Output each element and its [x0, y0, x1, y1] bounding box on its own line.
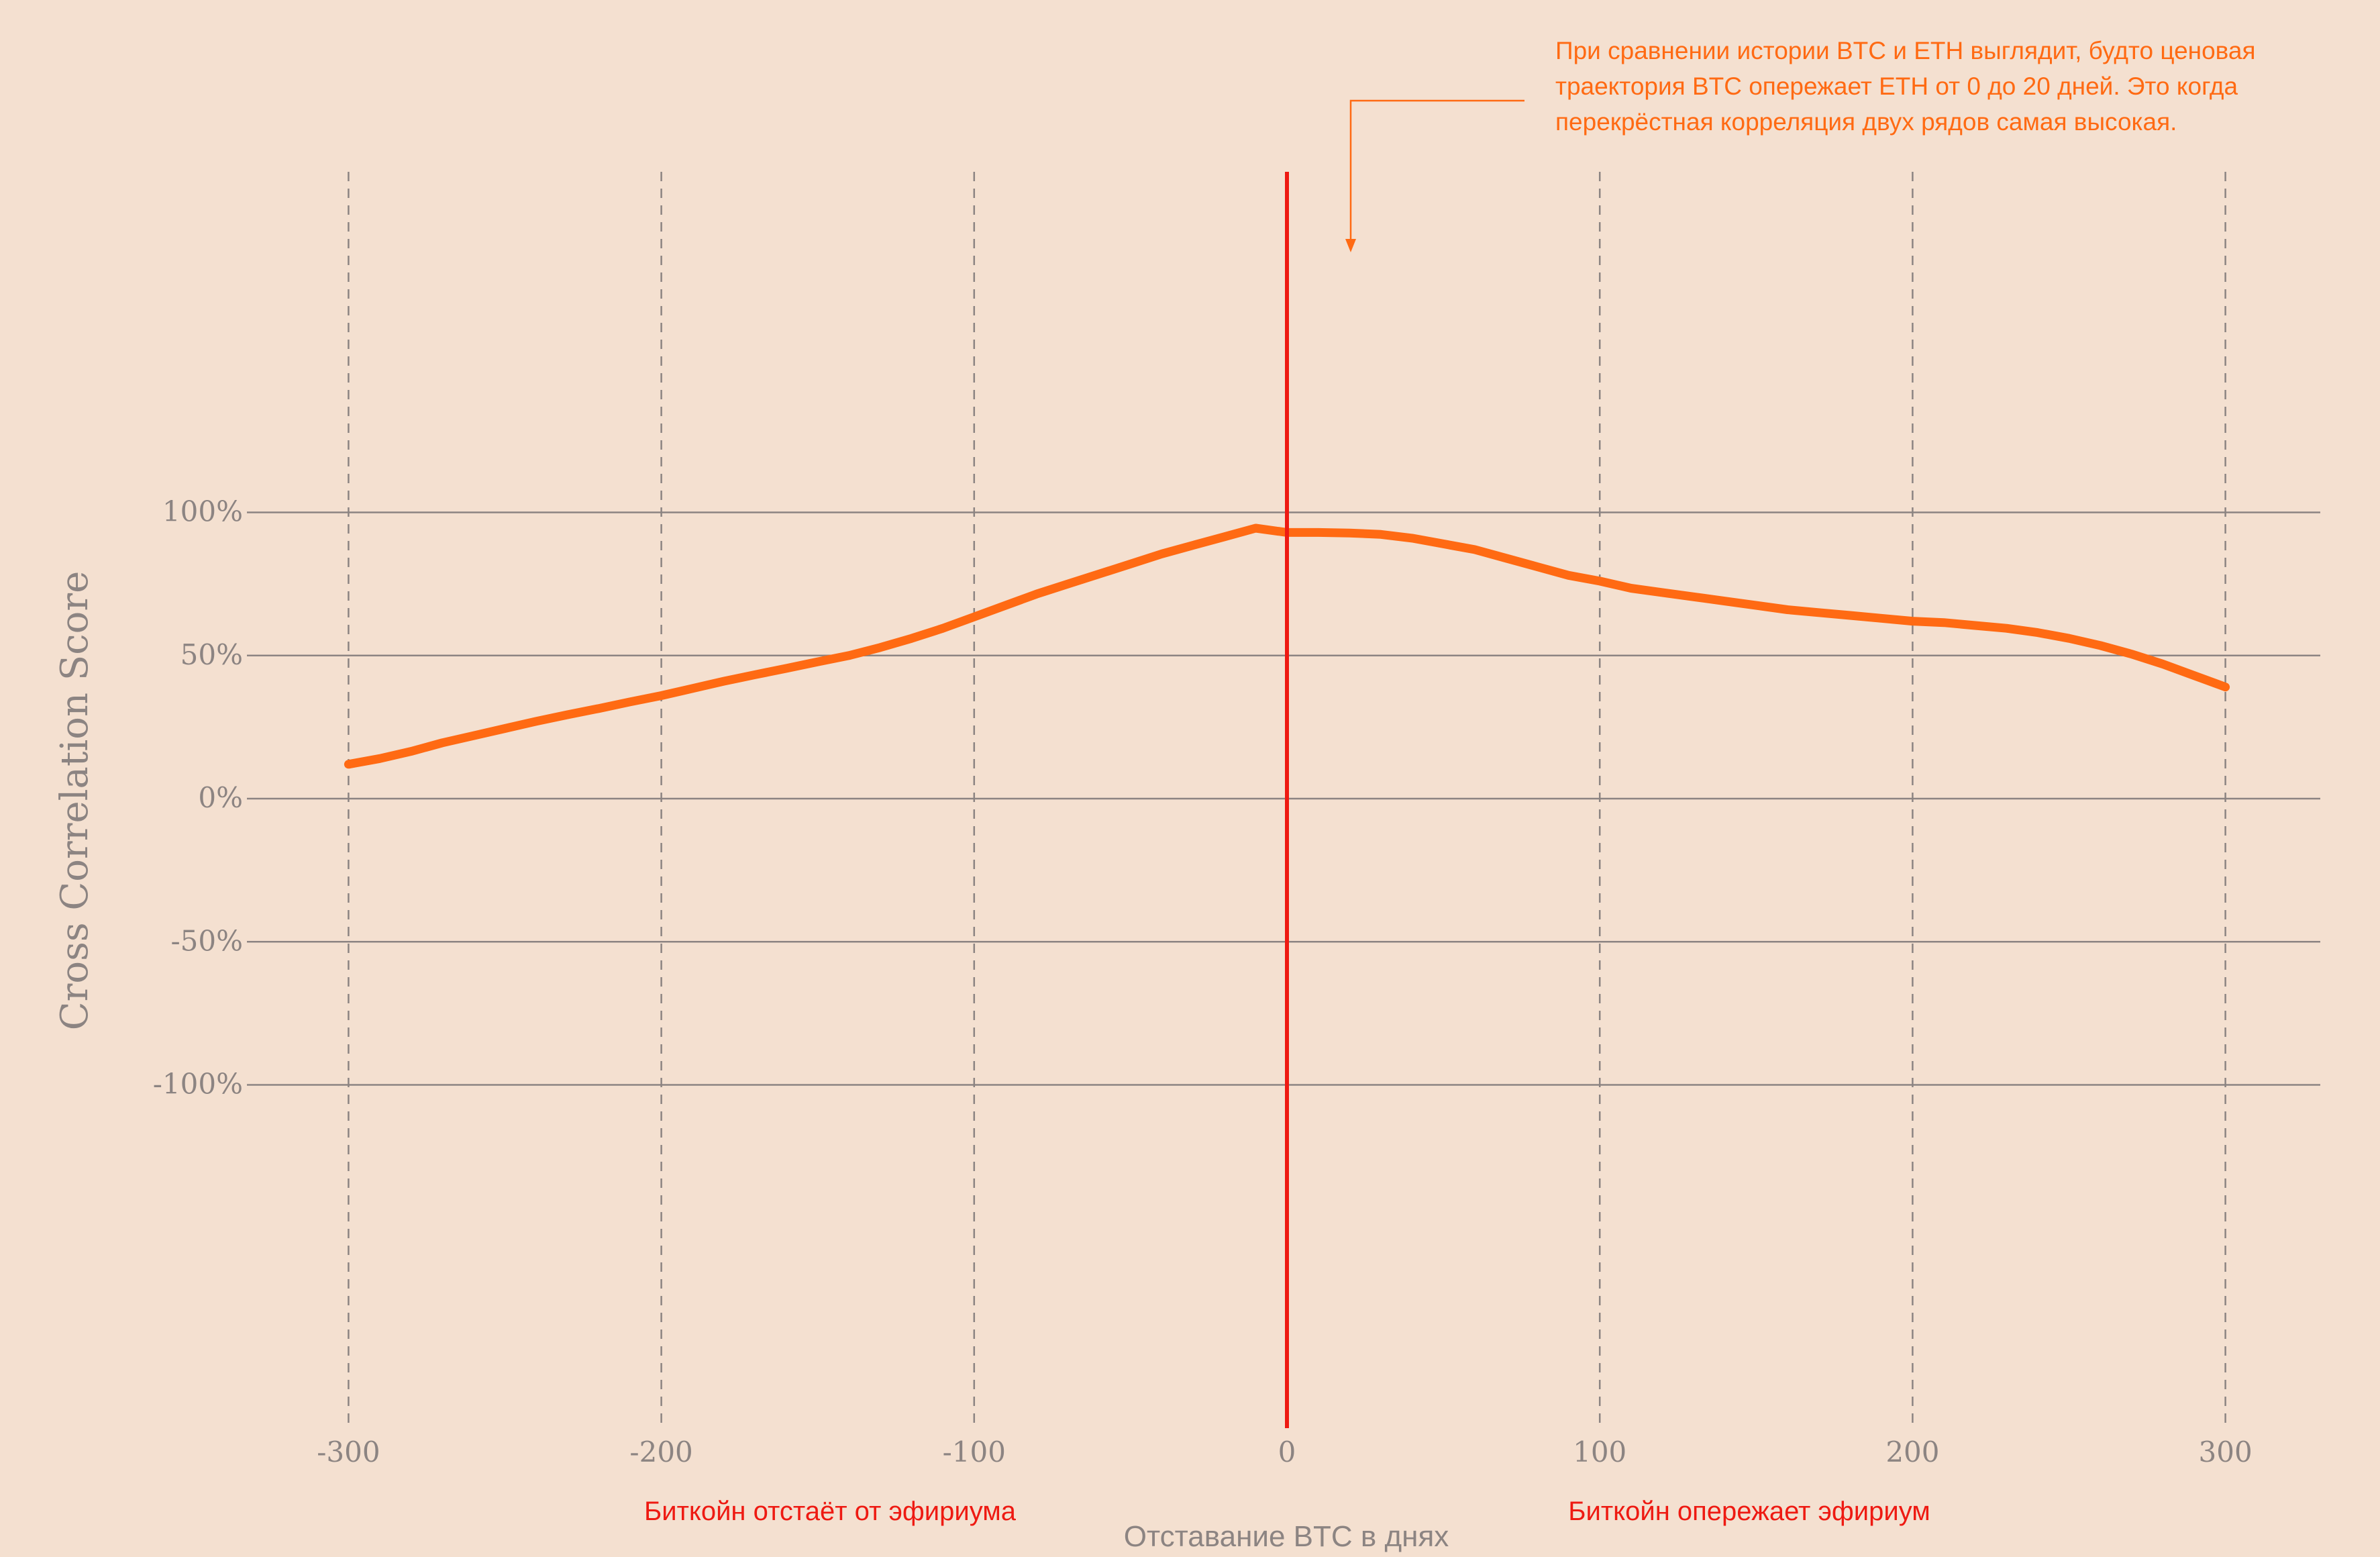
- annotation-arrowhead: [1345, 239, 1356, 252]
- y-tick-label: -100%: [153, 1068, 243, 1101]
- y-tick-label: 0%: [198, 781, 243, 814]
- y-axis-label: Cross Correlation Score: [53, 571, 97, 1031]
- annotation-line-1: При сравнении истории BTC и ETH выглядит…: [1555, 37, 2256, 64]
- gridlines: [247, 172, 2320, 1429]
- annotation-line-3: перекрёстная корреляция двух рядов самая…: [1555, 108, 2177, 136]
- x-tick-label: -200: [629, 1436, 692, 1468]
- x-tick-label: 300: [2199, 1436, 2253, 1468]
- annotation-leader-line: [1349, 99, 1524, 243]
- x-tick-label: 100: [1573, 1436, 1626, 1468]
- y-tick-label: -50%: [170, 924, 243, 957]
- x-tick-label: 0: [1278, 1436, 1296, 1468]
- y-tick-label: 100%: [162, 495, 243, 528]
- region-label-right: Биткойн опережает эфириум: [1568, 1497, 1930, 1526]
- annotation: При сравнении истории BTC и ETH выглядит…: [1345, 37, 2256, 252]
- tick-labels: 100% 50% 0% -50% -100% -300 -200 -100 0 100 200 300: [153, 495, 2253, 1469]
- x-tick-label: -100: [943, 1436, 1006, 1468]
- x-tick-label: -300: [317, 1436, 380, 1468]
- x-axis-label: Отставание BTC в днях: [1124, 1520, 1449, 1553]
- y-tick-label: 50%: [180, 638, 243, 671]
- x-tick-label: 200: [1885, 1436, 1939, 1468]
- annotation-line-2: траектория BTC опережает ETH от 0 до 20 …: [1555, 72, 2238, 100]
- region-label-left: Биткойн отстаёт от эфириума: [644, 1497, 1017, 1526]
